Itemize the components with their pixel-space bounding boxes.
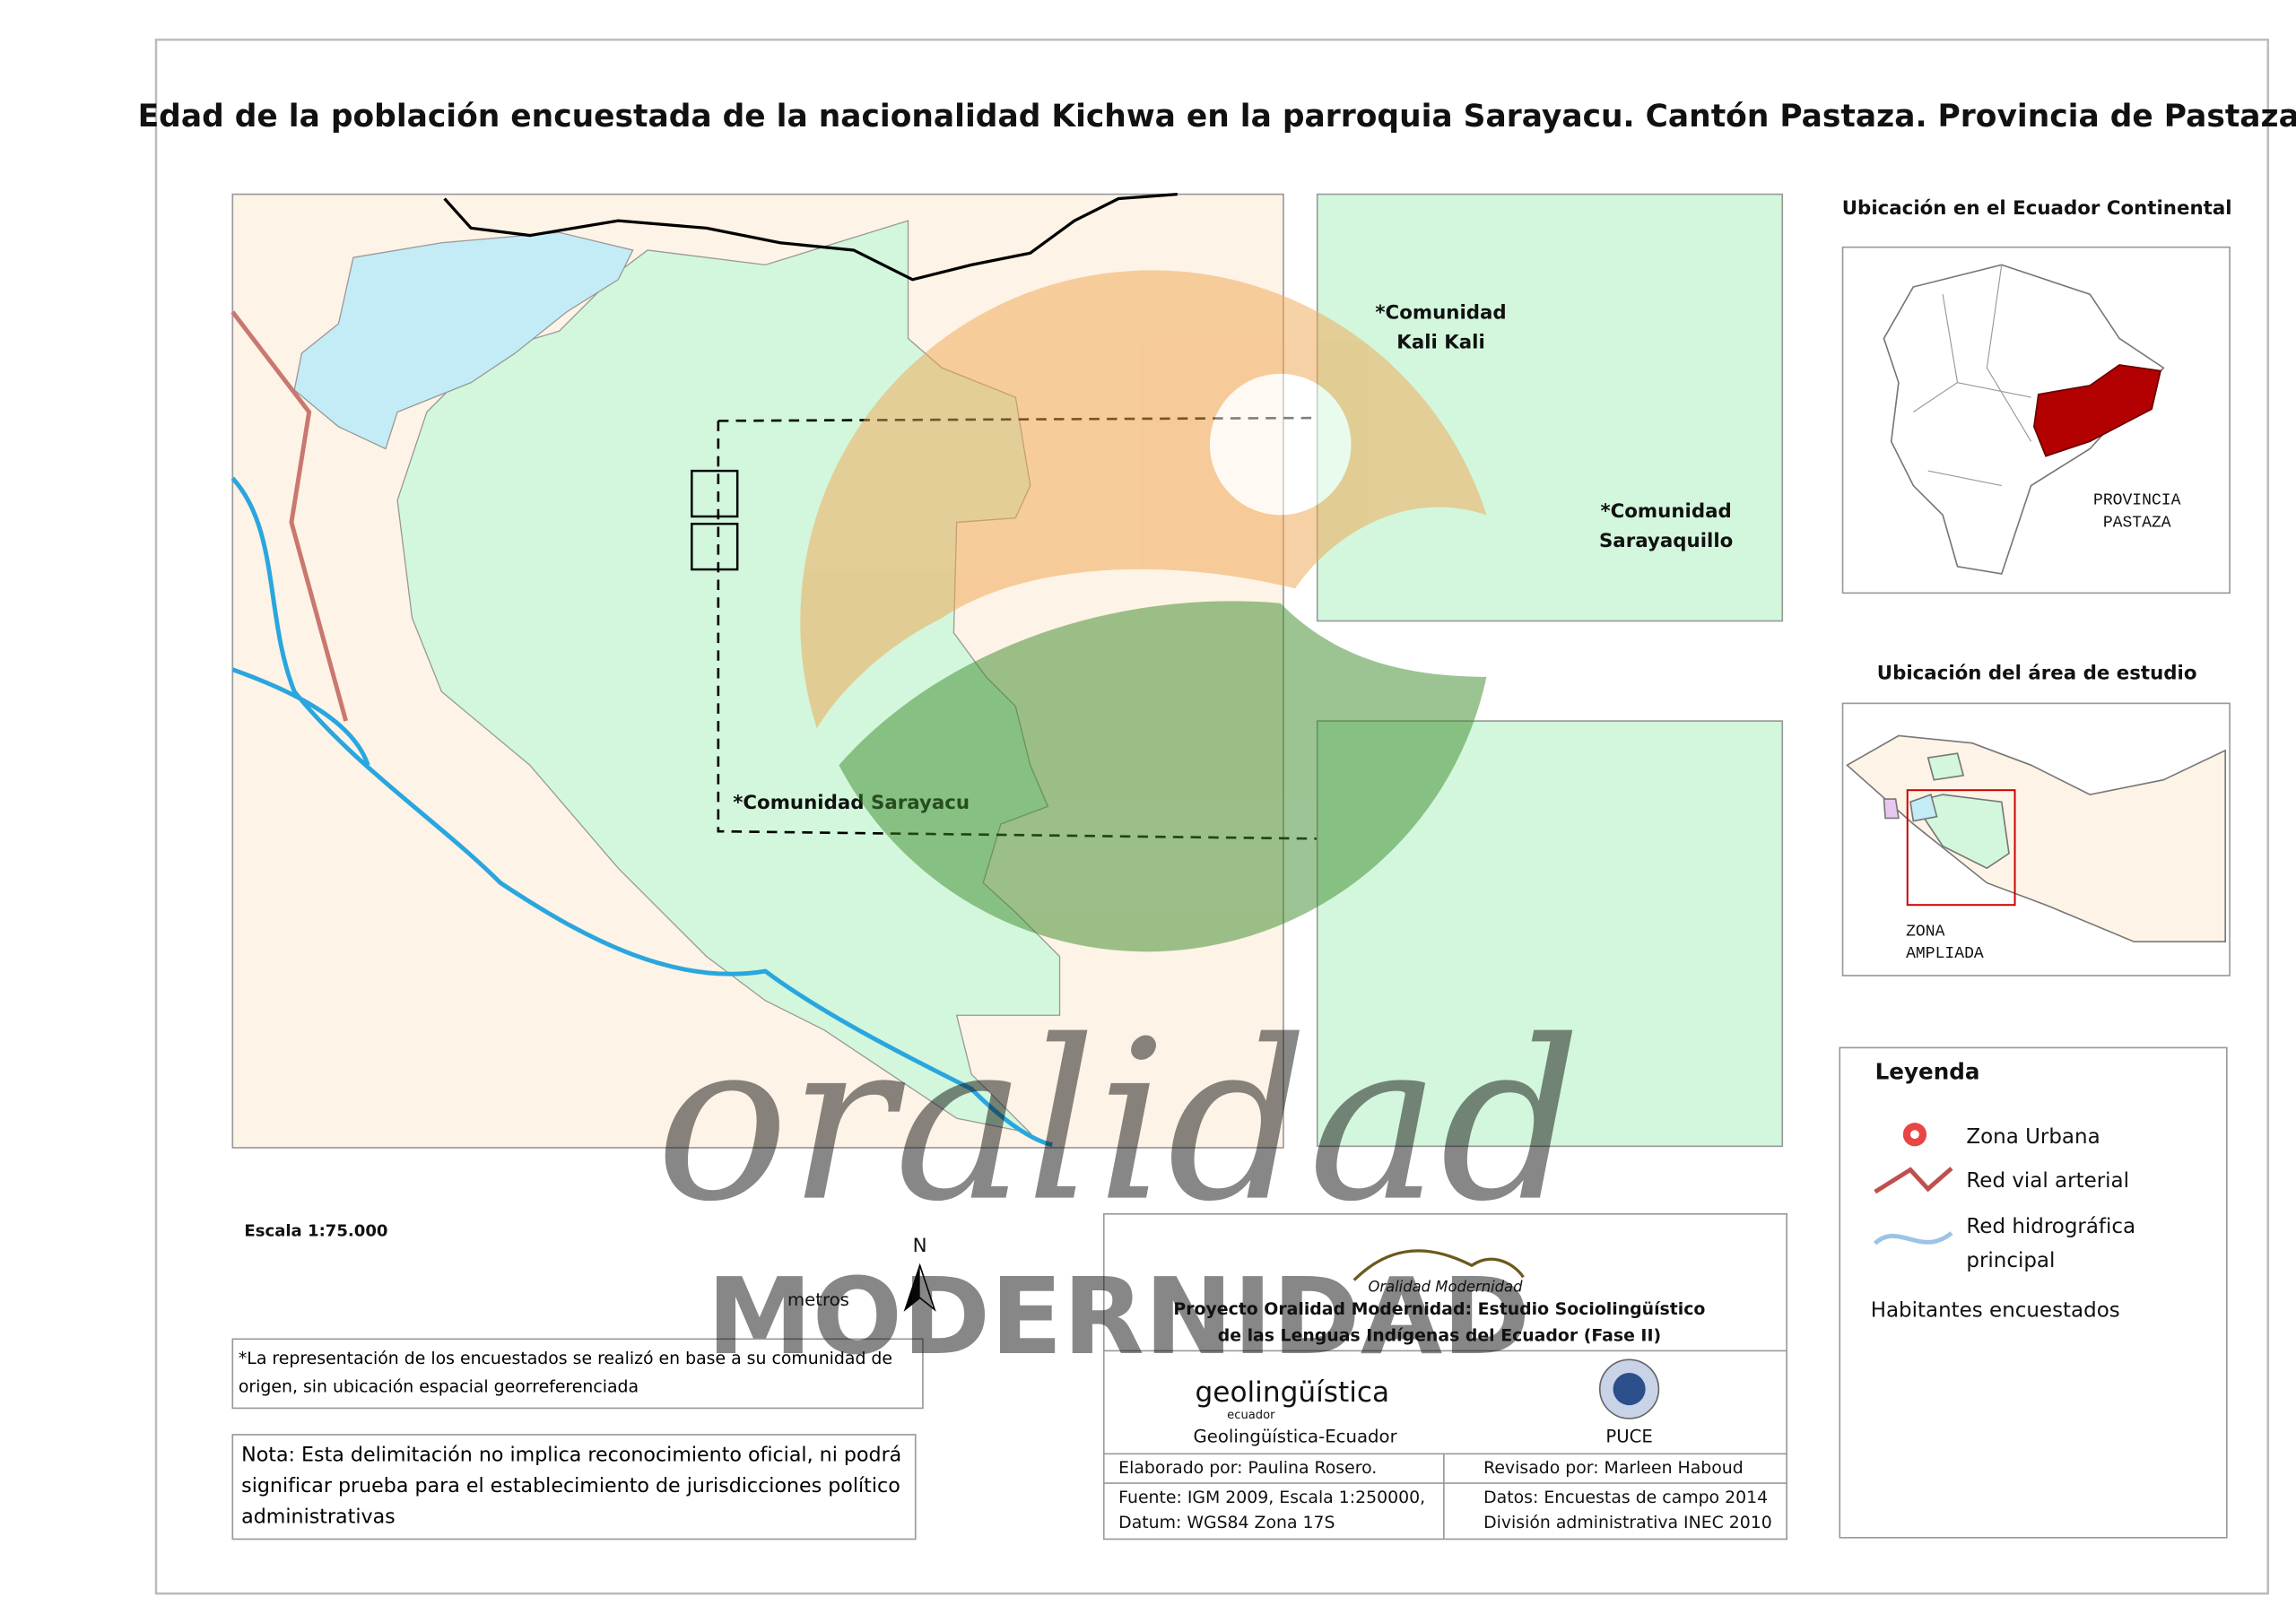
study-parish [1911, 794, 2010, 870]
watermark-shape [1209, 373, 1352, 516]
watermark-text: oralidad [656, 994, 1581, 1251]
scale-unit: metros [787, 1289, 849, 1310]
inset-label: AMPLIADA [1906, 945, 1984, 963]
community-label: Sarayaquillo [1599, 530, 1733, 552]
note-box [231, 1338, 924, 1410]
puce-name: PUCE [1605, 1427, 1652, 1447]
legend-label: Red hidrográfica [1966, 1215, 2135, 1238]
credits-grid [1103, 1350, 1787, 1540]
community-label: Kali Kali [1396, 331, 1485, 353]
project: Proyecto Oralidad Modernidad: Estudio So… [1173, 1299, 1705, 1319]
inset-label: PASTAZA [2103, 514, 2171, 532]
inset-title: Ubicación del área de estudio [1877, 663, 2197, 685]
inset-label: PROVINCIA [2093, 492, 2181, 510]
credits-frame [1102, 1212, 1788, 1541]
river-symbol [1873, 1231, 1953, 1245]
inset-label: ZONA [1906, 924, 1944, 942]
note: *La representación de los encuestados se… [238, 1348, 893, 1397]
geo-logo-sub: ecuador [1227, 1409, 1275, 1422]
inset-title: Ubicación en el Ecuador Continental [1842, 197, 2232, 220]
study-water [1909, 794, 1938, 822]
logo-mark [1352, 1249, 1525, 1281]
watermark-shape [839, 601, 1487, 952]
logo-text: Oralidad Modernidad [1368, 1278, 1523, 1295]
border-line [443, 192, 1178, 282]
puce-logo [1613, 1373, 1646, 1406]
project: de las Lenguas Indígenas del Ecuador (Fa… [1218, 1326, 1661, 1346]
urban-symbol [1910, 1130, 1919, 1140]
road-symbol [1874, 1167, 1953, 1194]
zoom-box [691, 522, 739, 571]
legend-subtitle: Habitantes encuestados [1871, 1299, 2120, 1323]
credit: Datos: Encuestas de campo 2014 [1483, 1488, 1768, 1507]
note: Nota: Esta delimitación no implica recon… [241, 1443, 902, 1529]
legend-label: Zona Urbana [1966, 1125, 2100, 1149]
water-area [293, 231, 634, 450]
credit: Fuente: IGM 2009, Escala 1:250000, [1118, 1488, 1425, 1507]
credits: Oralidad Modernidad Proyecto Oralidad Mo… [1102, 1212, 1788, 1541]
river [230, 476, 1053, 1148]
credit: Elaborado por: Paulina Rosero. [1118, 1458, 1377, 1478]
legend-frame [1839, 1046, 2228, 1539]
province-lines [1912, 265, 2032, 487]
geo-logo: geolingüística [1196, 1376, 1390, 1409]
pastaza [2033, 364, 2161, 457]
note-text: Nota: Esta delimitación no implica recon… [241, 1443, 902, 1529]
note-box [231, 1434, 917, 1541]
watermark: oralidad MODERNIDAD [656, 270, 1581, 1378]
study-area [1926, 752, 1965, 781]
watermark-text: MODERNIDAD [707, 1254, 1530, 1378]
credit: División administrativa INEC 2010 [1483, 1513, 1772, 1532]
legend-label: Red vial arterial [1966, 1169, 2129, 1193]
north-label: N [913, 1235, 927, 1257]
geo-name: Geolingüística-Ecuador [1194, 1427, 1398, 1447]
credit: Revisado por: Marleen Haboud [1483, 1458, 1744, 1478]
study-box [1906, 789, 2016, 907]
community-label: *Comunidad [1375, 302, 1506, 325]
ecuador-outline [1883, 264, 2165, 575]
note-text: *La representación de los encuestados se… [238, 1348, 893, 1397]
study-area [1883, 798, 1900, 820]
road [230, 310, 349, 722]
community-label: *Comunidad [1600, 500, 1731, 523]
credit: Datum: WGS84 Zona 17S [1118, 1513, 1335, 1532]
study-outline [1846, 734, 2227, 943]
legend-title: Leyenda [1875, 1058, 1980, 1084]
legend-label: principal [1966, 1249, 2055, 1272]
title: Edad de la población encuestada de la na… [138, 99, 2296, 135]
scale-title: Escala 1:75.000 [244, 1221, 387, 1240]
zoom-box [691, 469, 739, 518]
